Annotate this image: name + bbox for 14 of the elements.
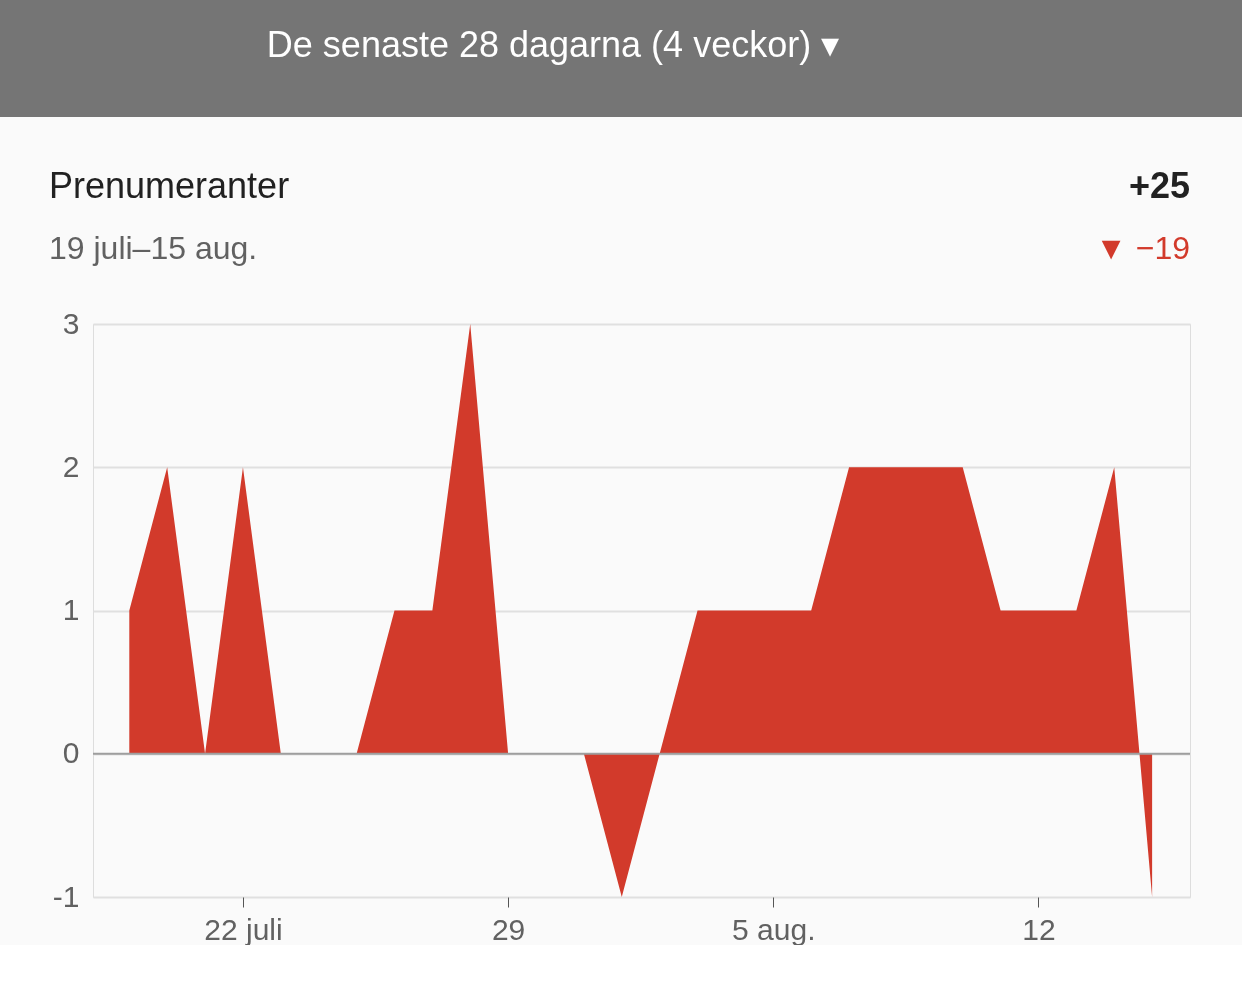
y-tick-label: 0: [62, 736, 80, 770]
chart-subtitle: 19 juli–15 aug.: [49, 230, 258, 266]
y-tick-label: 1: [62, 593, 80, 626]
x-tick-label: 12: [1022, 912, 1056, 946]
text: ▼ −19: [1095, 230, 1190, 266]
y-tick-label: -1: [52, 879, 80, 913]
x-tick-label: 22 juli: [204, 912, 283, 946]
x-tick-label: 29: [491, 912, 526, 946]
text: De senaste 28 dagarna (4 veckor) ▾: [266, 24, 840, 65]
text: +25: [1128, 165, 1190, 206]
chart-title: Prenumeranter: [49, 165, 290, 206]
x-tick-label: 5 aug.: [732, 912, 816, 946]
y-tick-label: 2: [62, 449, 80, 483]
y-tick-label: 3: [62, 306, 80, 340]
